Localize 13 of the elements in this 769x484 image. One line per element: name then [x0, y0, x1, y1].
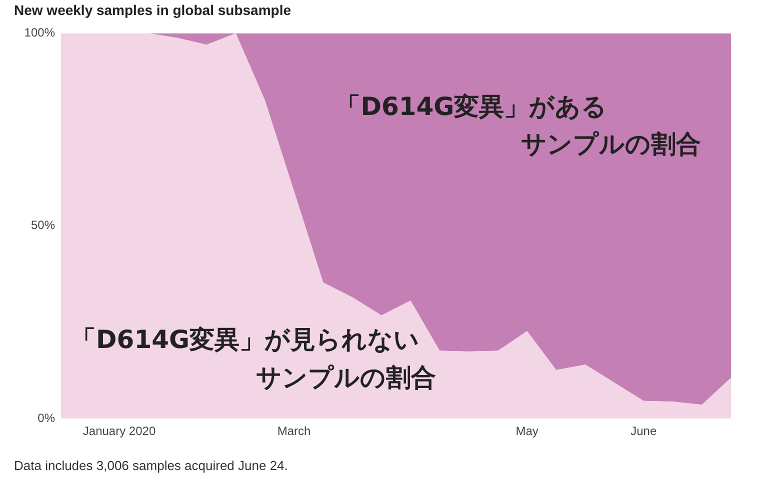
text: Data includes 3,006 samples acquired June 24.: [14, 458, 288, 473]
x-tick-label: June: [630, 424, 657, 438]
annotation: サンプルの割合: [520, 130, 701, 159]
y-tick-label: 100%: [24, 26, 56, 40]
x-tick-label: March: [277, 424, 311, 438]
annotation: 「D614G変異」がある: [336, 92, 608, 121]
x-tick-label: May: [516, 424, 538, 438]
y-tick-label: 0%: [38, 410, 56, 425]
x-tick-label: January 2020: [82, 424, 156, 438]
y-tick-label: 50%: [30, 218, 56, 232]
annotation: 「D614G変異」が見られない: [71, 325, 420, 354]
chart-title: New weekly samples in global subsample: [14, 2, 291, 18]
annotation: サンプルの割合: [256, 362, 436, 392]
